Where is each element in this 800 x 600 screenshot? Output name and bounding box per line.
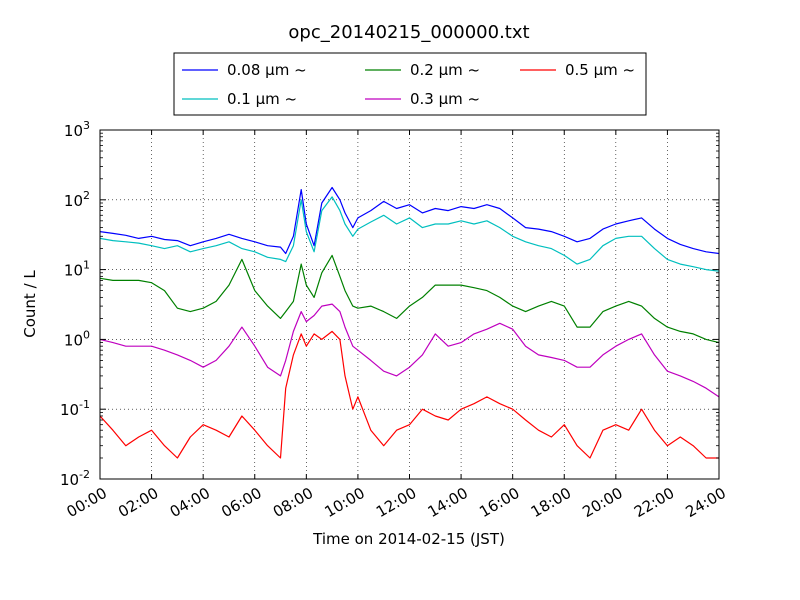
y-tick-label: 103 (64, 119, 90, 140)
x-tick-label: 18:00 (528, 484, 574, 521)
x-tick-labels: 00:00 02:00 04:00 06:00 08:00 10:00 12:00 14:00… (64, 484, 729, 521)
x-tick-label: 14:00 (425, 484, 471, 521)
x-tick-label: 16:00 (476, 484, 522, 521)
legend-label: 0.3 μm ~ (410, 90, 480, 108)
y-tick-label: 100 (64, 328, 90, 349)
y-tick-label: 10-1 (60, 398, 90, 419)
plot-area (99, 129, 720, 480)
legend: 0.08 μm ~ 0.1 μm ~ 0.2 μm ~ 0.3 μm ~ 0.5 μm … (173, 52, 647, 116)
x-tick-label: 24:00 (683, 484, 729, 521)
legend-label: 0.2 μm ~ (410, 61, 480, 79)
x-tick-label: 20:00 (579, 484, 625, 521)
legend-label: 0.1 μm ~ (227, 90, 297, 108)
y-tick-labels: 10-2 10-1 100 101 102 103 (60, 119, 90, 489)
y-axis-label: Count / L (21, 270, 39, 338)
x-tick-label: 10:00 (321, 484, 367, 521)
series-line (99, 196, 720, 272)
x-axis-label: Time on 2014-02-15 (JST) (312, 530, 505, 548)
legend-box (173, 52, 647, 116)
ticks (99, 129, 720, 480)
x-tick-label: 06:00 (218, 484, 264, 521)
y-tick-label: 101 (64, 259, 90, 280)
legend-label: 0.08 μm ~ (227, 61, 307, 79)
x-tick-label: 02:00 (115, 484, 161, 521)
series-lines (99, 186, 720, 459)
y-tick-label: 10-2 (60, 468, 90, 489)
plot-background (100, 130, 719, 479)
series-line (99, 186, 720, 255)
x-tick-label: 22:00 (631, 484, 677, 521)
x-tick-label: 12:00 (373, 484, 419, 521)
chart-title: opc_20140215_000000.txt (288, 22, 529, 43)
series-line (99, 254, 720, 344)
x-tick-label: 00:00 (64, 484, 110, 521)
y-tick-label: 102 (64, 189, 90, 210)
series-line (99, 303, 720, 398)
legend-label: 0.5 μm ~ (565, 61, 635, 79)
series-line (99, 330, 719, 459)
x-tick-label: 08:00 (270, 484, 316, 521)
x-tick-label: 04:00 (167, 484, 213, 521)
